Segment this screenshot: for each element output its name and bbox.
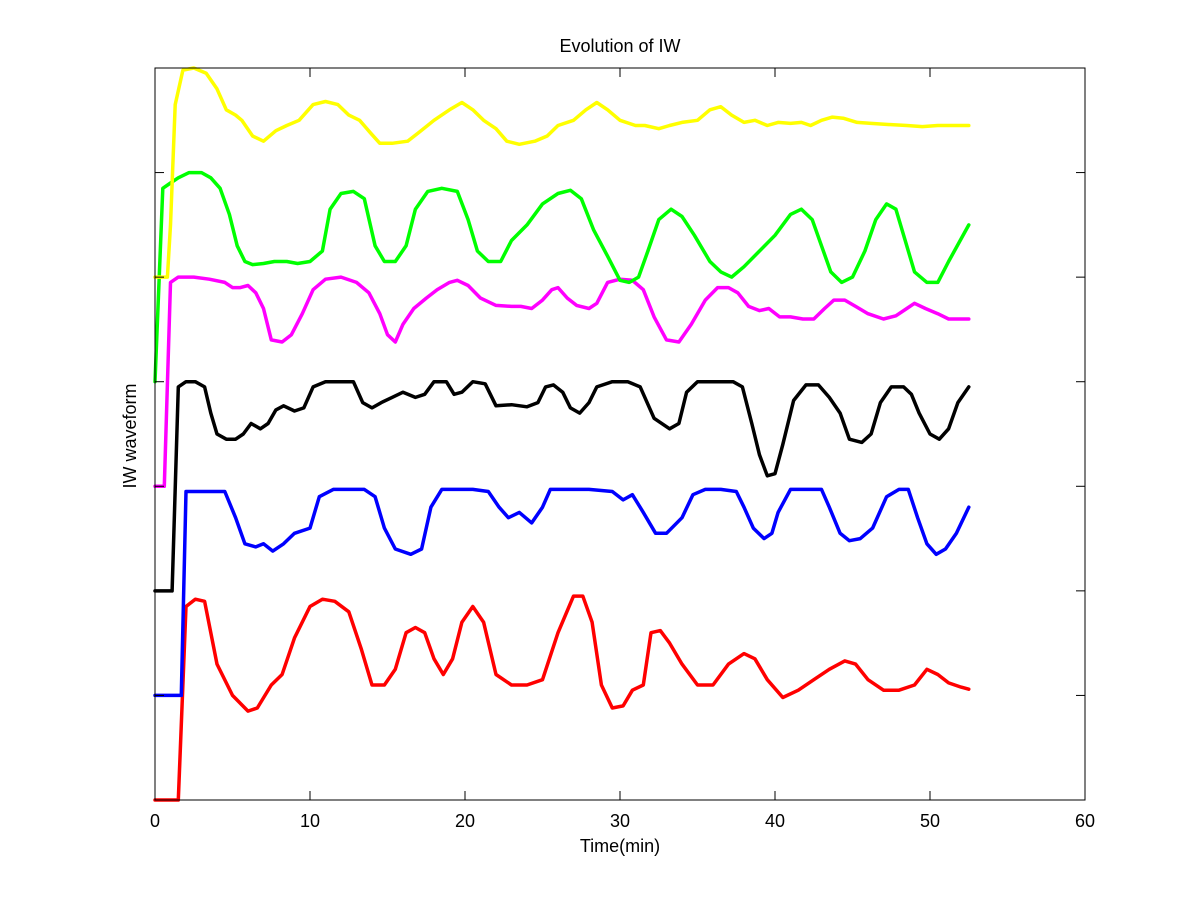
axis-ticks: 0 10 20 30 40 50 60 — [150, 68, 1095, 831]
x-tick-label-3: 30 — [610, 811, 630, 831]
x-tick-label-5: 50 — [920, 811, 940, 831]
x-tick-label-2: 20 — [455, 811, 475, 831]
plot-frame — [154, 67, 1086, 801]
chart-title: Evolution of IW — [559, 36, 680, 56]
x-tick-label-0: 0 — [150, 811, 160, 831]
x-tick-label-4: 40 — [765, 811, 785, 831]
x-tick-label-1: 10 — [300, 811, 320, 831]
x-axis-label: Time(min) — [580, 836, 660, 856]
series-line-4 — [153, 170, 971, 384]
x-tick-label-6: 60 — [1075, 811, 1095, 831]
y-axis-label: IW waveform — [120, 383, 140, 488]
series-line-3 — [153, 275, 971, 489]
series-line-2 — [153, 379, 971, 593]
series-line-0 — [153, 594, 971, 802]
series-line-5 — [153, 66, 971, 279]
series-layer — [153, 66, 971, 802]
series-line-1 — [153, 487, 971, 698]
